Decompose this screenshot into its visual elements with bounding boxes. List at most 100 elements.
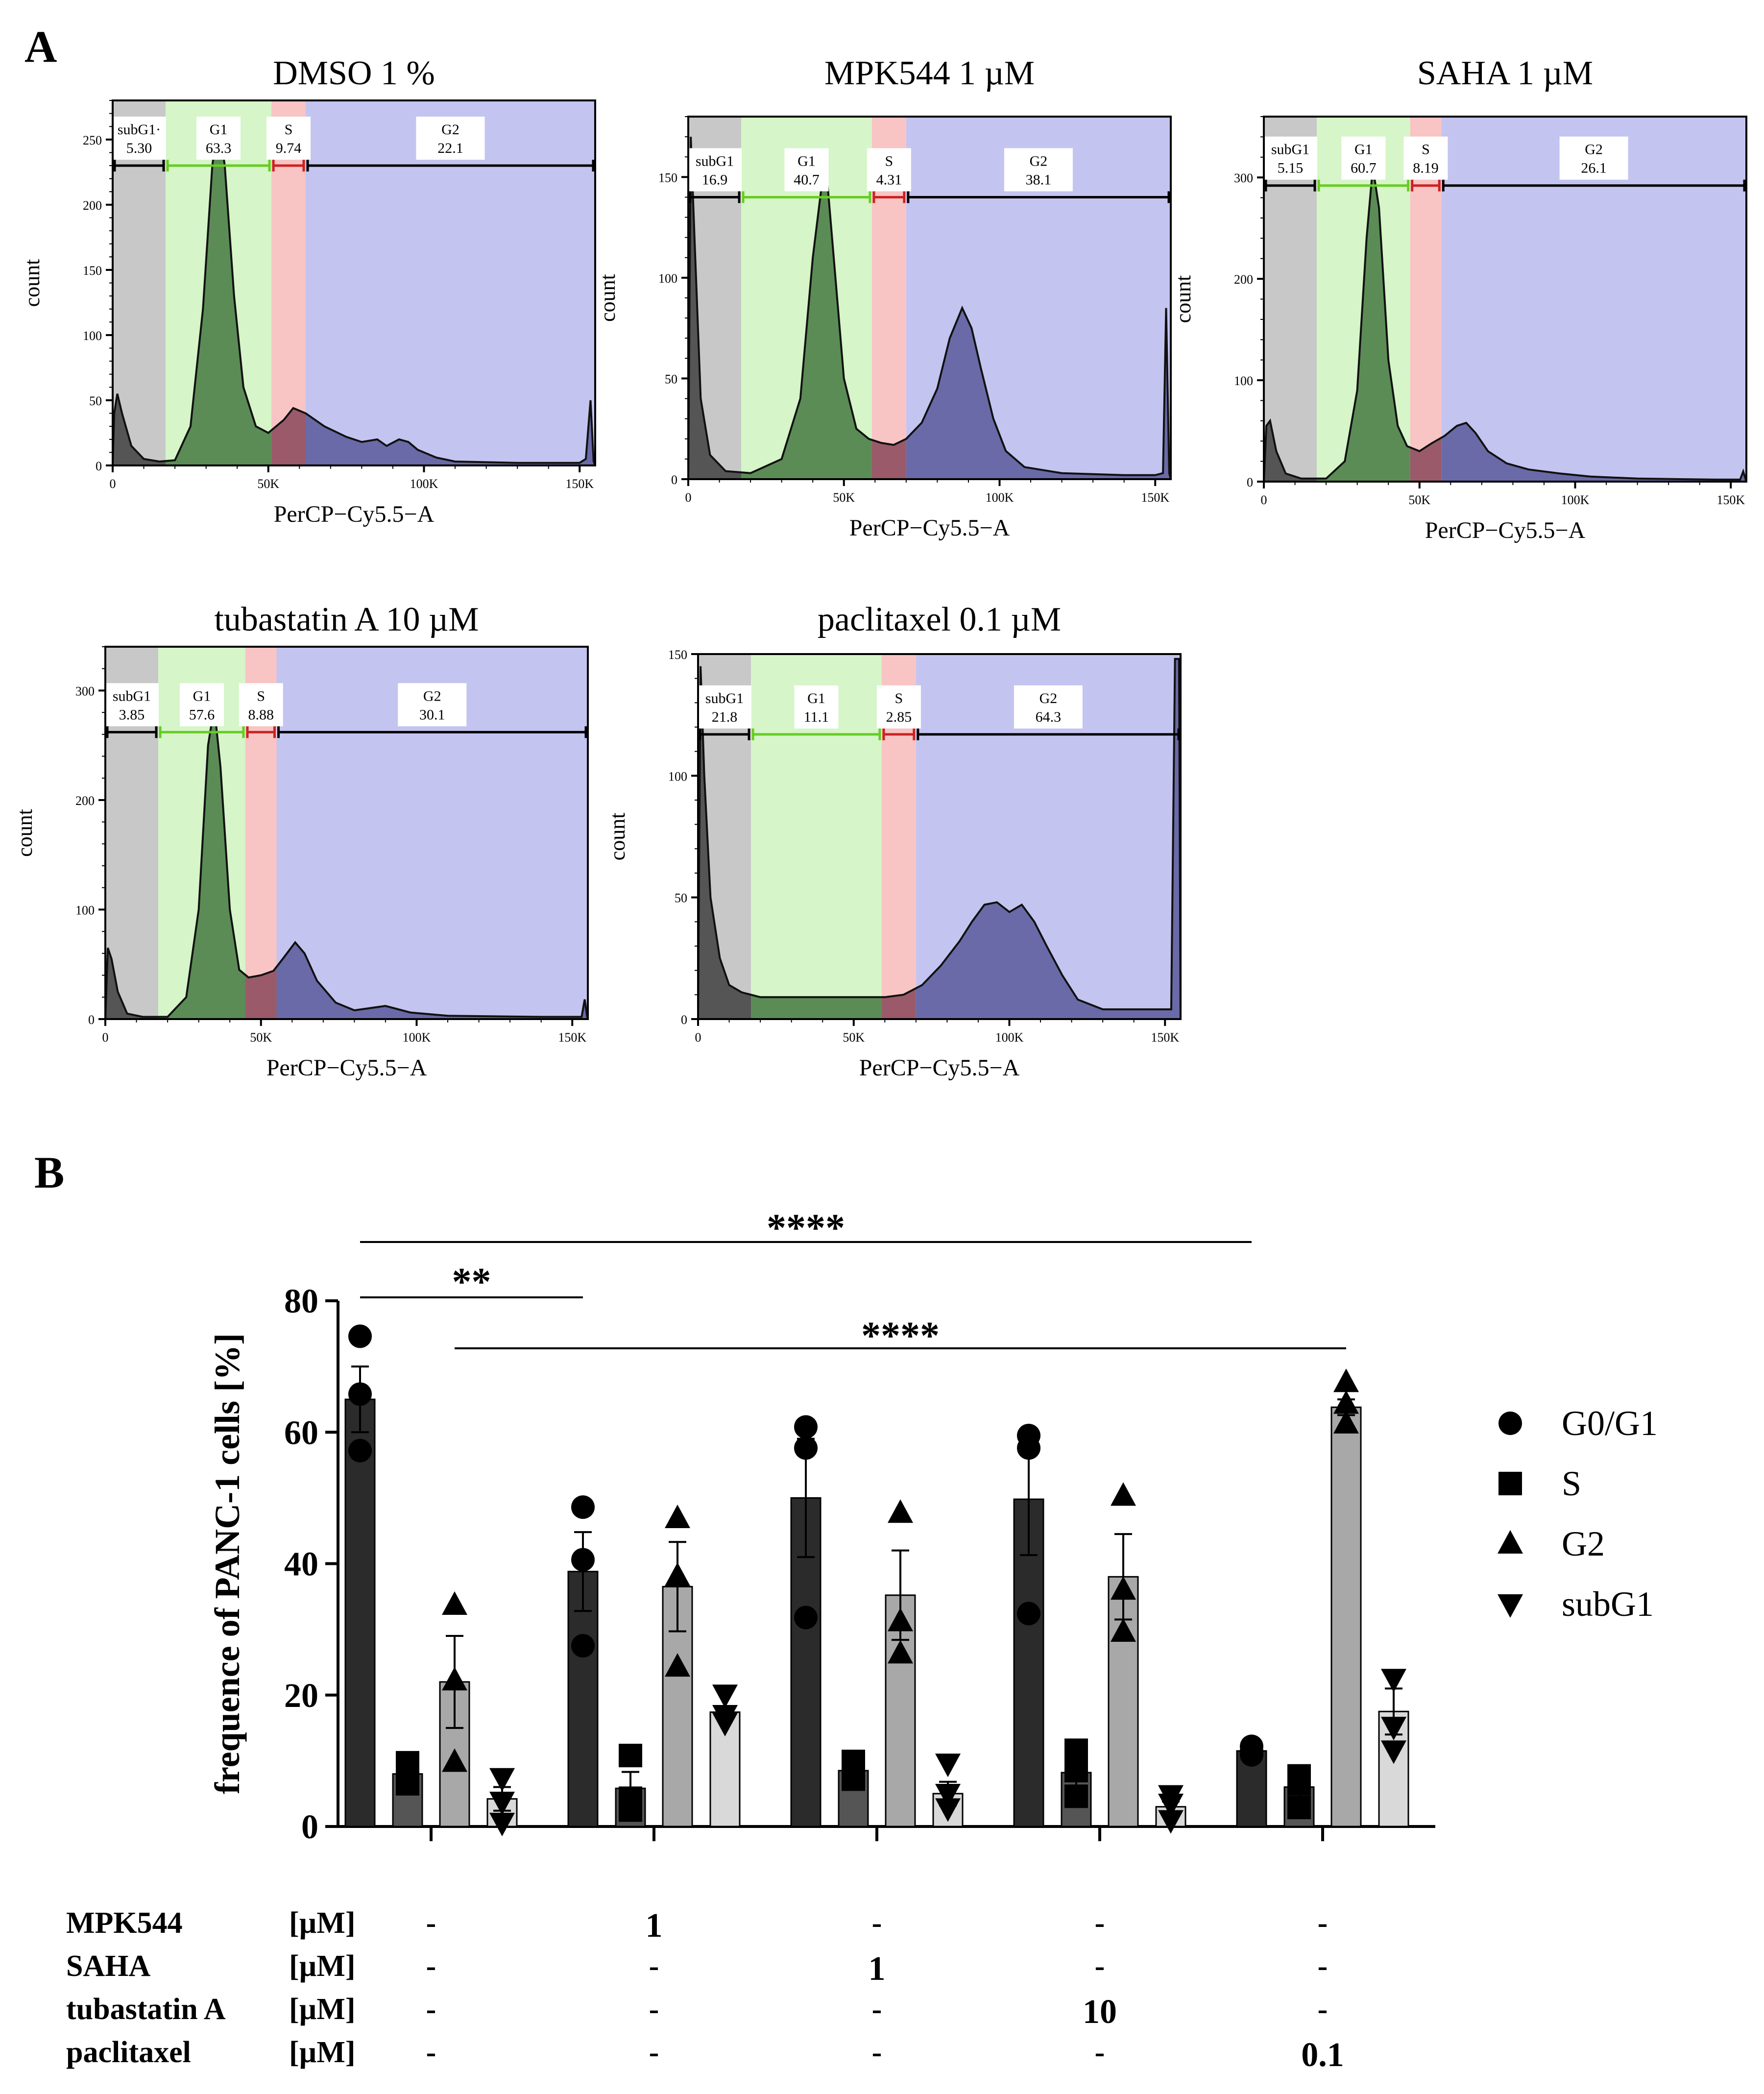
gate-label-value: 4.31 (876, 171, 902, 188)
bar-y-tick-label: 20 (284, 1677, 318, 1715)
treatment-value: - (872, 1906, 882, 1940)
histogram-outline (104, 706, 589, 1020)
data-point-circle (1017, 1436, 1040, 1460)
treatment-unit: [µM] (289, 1993, 356, 2026)
data-point-triangle-up (1111, 1576, 1136, 1600)
gate-label-value: 16.9 (702, 171, 728, 188)
x-tick-label: 50K (250, 1030, 272, 1045)
data-point-square (842, 1767, 865, 1791)
gate-label-box (1004, 148, 1073, 192)
histogram-fill-S (871, 438, 906, 479)
treatment-value: 1 (646, 1907, 663, 1945)
data-point-triangle-up (1111, 1482, 1136, 1506)
data-point-triangle-down (489, 1792, 515, 1816)
x-tick-label: 100K (1561, 493, 1590, 507)
gate-label-name: subG1· (118, 122, 161, 138)
treatment-value: - (1318, 1949, 1328, 1983)
data-point-circle (571, 1495, 595, 1519)
data-point-triangle-up (442, 1591, 467, 1615)
x-axis-label: PerCP−Cy5.5−A (1425, 517, 1586, 543)
histogram-title: paclitaxel 0.1 µM (818, 601, 1061, 638)
treatment-value: - (872, 2036, 882, 2069)
data-point-triangle-up (665, 1504, 690, 1528)
significance-label: ** (452, 1261, 491, 1304)
gate-label-value: 30.1 (419, 706, 445, 723)
y-tick-label: 100 (75, 903, 95, 917)
gate-label-box (794, 685, 839, 729)
histogram-frame (697, 653, 1182, 1020)
bar-G0/G1-1 (344, 1398, 376, 1827)
data-point-triangle-up (1333, 1368, 1359, 1392)
bar-G2-5 (1330, 1406, 1362, 1827)
bar-y-tick-label: 60 (284, 1414, 318, 1452)
gate-label-box (105, 683, 159, 727)
gate-label-box (180, 683, 224, 727)
x-tick-label: 50K (1408, 493, 1430, 507)
treatment-value: - (426, 1993, 436, 2026)
treatment-value: 1 (869, 1950, 886, 1988)
panel-a-letter: A (24, 22, 57, 72)
histogram-panel-3: SAHA 1 µM subG1 5.15 G1 60.7 S 8.19 G2 26.1 0 100 2… (1171, 54, 1747, 543)
treatment-value: - (426, 1949, 436, 1983)
gate-label-name: S (285, 122, 293, 138)
data-point-triangle-down (1381, 1740, 1406, 1764)
gate-label-value: 57.6 (189, 706, 215, 723)
histogram-panel-5: paclitaxel 0.1 µM subG1 21.8 G1 11.1 S 2.85 G2 6… (605, 601, 1182, 1081)
data-point-triangle-down (935, 1753, 961, 1777)
x-tick-label: 150K (565, 477, 594, 491)
x-axis-label: PerCP−Cy5.5−A (859, 1055, 1020, 1081)
treatment-unit: [µM] (289, 1906, 356, 1940)
gate-label-name: G2 (423, 688, 441, 704)
histogram-outline (697, 657, 1182, 1020)
data-point-circle (571, 1548, 595, 1572)
bar-chart-panel: 0 20 40 60 80 frequence of PANC-1 cells [%] **… (66, 1207, 1658, 2074)
x-tick-label: 100K (986, 490, 1014, 505)
data-point-square (1064, 1784, 1088, 1808)
treatment-value: - (649, 1993, 659, 2026)
gate-label-box (1263, 136, 1318, 180)
histogram-title: DMSO 1 % (273, 54, 435, 92)
histogram-title: tubastatin A 10 µM (214, 601, 479, 638)
histogram-fill-S (881, 988, 916, 1019)
data-point-triangle-down (1498, 1594, 1523, 1618)
data-point-circle (1240, 1743, 1263, 1767)
x-tick-label: 50K (257, 477, 279, 491)
gate-label-box (1403, 136, 1448, 180)
x-tick-label: 0 (695, 1030, 701, 1045)
gate-label-box (1014, 685, 1083, 729)
bar-y-tick-label: 40 (284, 1546, 318, 1583)
gate-label-value: 8.19 (1413, 160, 1439, 176)
treatment-value: - (872, 1993, 882, 2026)
gate-label-box (1341, 136, 1386, 180)
gate-label-name: G1 (193, 688, 211, 704)
gate-label-box (112, 117, 167, 160)
y-tick-label: 100 (668, 769, 687, 783)
gate-label-value: 38.1 (1026, 171, 1052, 188)
data-point-square (1287, 1772, 1311, 1796)
histogram-fill-G1 (741, 157, 872, 479)
y-axis-label: count (20, 259, 44, 307)
gate-label-name: G2 (1585, 142, 1603, 158)
x-tick-label: 100K (410, 477, 438, 491)
data-point-triangle-up (1498, 1530, 1523, 1554)
histogram-fill-subG1 (1264, 420, 1317, 482)
gate-label-box (698, 685, 752, 729)
histogram-fill-S (271, 408, 306, 465)
histogram-fill-G1 (751, 995, 882, 1019)
treatment-value: - (1095, 1949, 1105, 1983)
treatment-unit: [µM] (289, 1949, 356, 1983)
treatment-value: 10 (1083, 1993, 1117, 2031)
data-point-square (619, 1744, 642, 1768)
gate-label-value: 8.88 (248, 706, 274, 723)
gate-label-name: G2 (1039, 690, 1058, 706)
gate-label-value: 21.8 (712, 709, 738, 725)
treatment-value: - (1095, 1906, 1105, 1940)
data-point-triangle-up (1333, 1410, 1359, 1434)
treatment-name: paclitaxel (66, 2036, 191, 2069)
gate-label-value: 5.15 (1278, 160, 1304, 176)
gate-label-value: 40.7 (794, 171, 820, 188)
data-point-triangle-up (888, 1640, 913, 1664)
data-point-triangle-up (665, 1653, 690, 1677)
x-tick-label: 150K (1151, 1030, 1179, 1045)
data-point-circle (348, 1324, 372, 1348)
